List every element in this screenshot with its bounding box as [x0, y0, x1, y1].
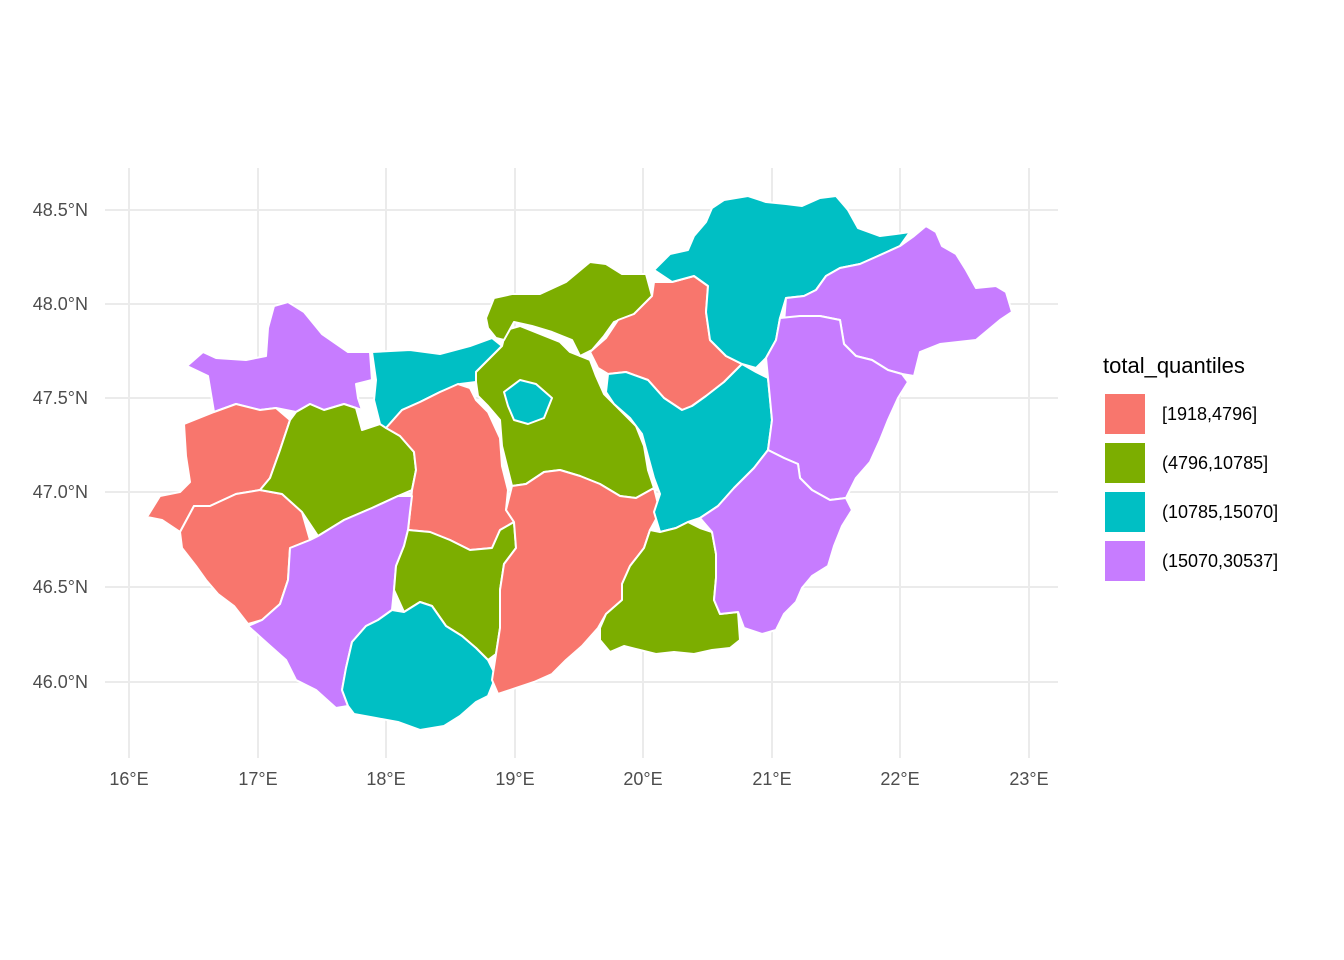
counties [146, 195, 1013, 731]
x-tick-label: 17°E [238, 769, 277, 789]
y-tick-label: 48.0°N [33, 294, 88, 314]
y-tick-label: 47.5°N [33, 388, 88, 408]
legend: total_quantiles [1918,4796] (4796,10785] (… [1103, 353, 1278, 581]
county-pest [475, 325, 655, 499]
x-tick-label: 18°E [366, 769, 405, 789]
x-tick-label: 23°E [1009, 769, 1048, 789]
x-tick-label: 16°E [109, 769, 148, 789]
county-baranya [341, 601, 497, 731]
y-tick-label: 48.5°N [33, 200, 88, 220]
county-komarom-esztergom [371, 337, 503, 429]
legend-label: [1918,4796] [1162, 404, 1257, 424]
y-tick-label: 46.0°N [33, 672, 88, 692]
y-axis-ticks: 48.5°N 48.0°N 47.5°N 47.0°N 46.5°N 46.0°N [33, 200, 88, 692]
x-tick-label: 20°E [623, 769, 662, 789]
legend-label: (4796,10785] [1162, 453, 1268, 473]
legend-swatch [1105, 541, 1145, 581]
x-tick-label: 22°E [880, 769, 919, 789]
county-nograd [485, 261, 653, 357]
x-tick-label: 19°E [495, 769, 534, 789]
legend-swatch [1105, 443, 1145, 483]
legend-label: (15070,30537] [1162, 551, 1278, 571]
legend-label: (10785,15070] [1162, 502, 1278, 522]
x-tick-label: 21°E [752, 769, 791, 789]
county-budapest [503, 379, 553, 425]
x-axis-ticks: 16°E 17°E 18°E 19°E 20°E 21°E 22°E 23°E [109, 769, 1048, 789]
y-tick-label: 47.0°N [33, 482, 88, 502]
y-tick-label: 46.5°N [33, 577, 88, 597]
county-gyor-moson-sopron [186, 301, 373, 413]
legend-swatch [1105, 394, 1145, 434]
legend-swatch [1105, 492, 1145, 532]
legend-title: total_quantiles [1103, 353, 1245, 378]
county-bekes [699, 449, 853, 635]
